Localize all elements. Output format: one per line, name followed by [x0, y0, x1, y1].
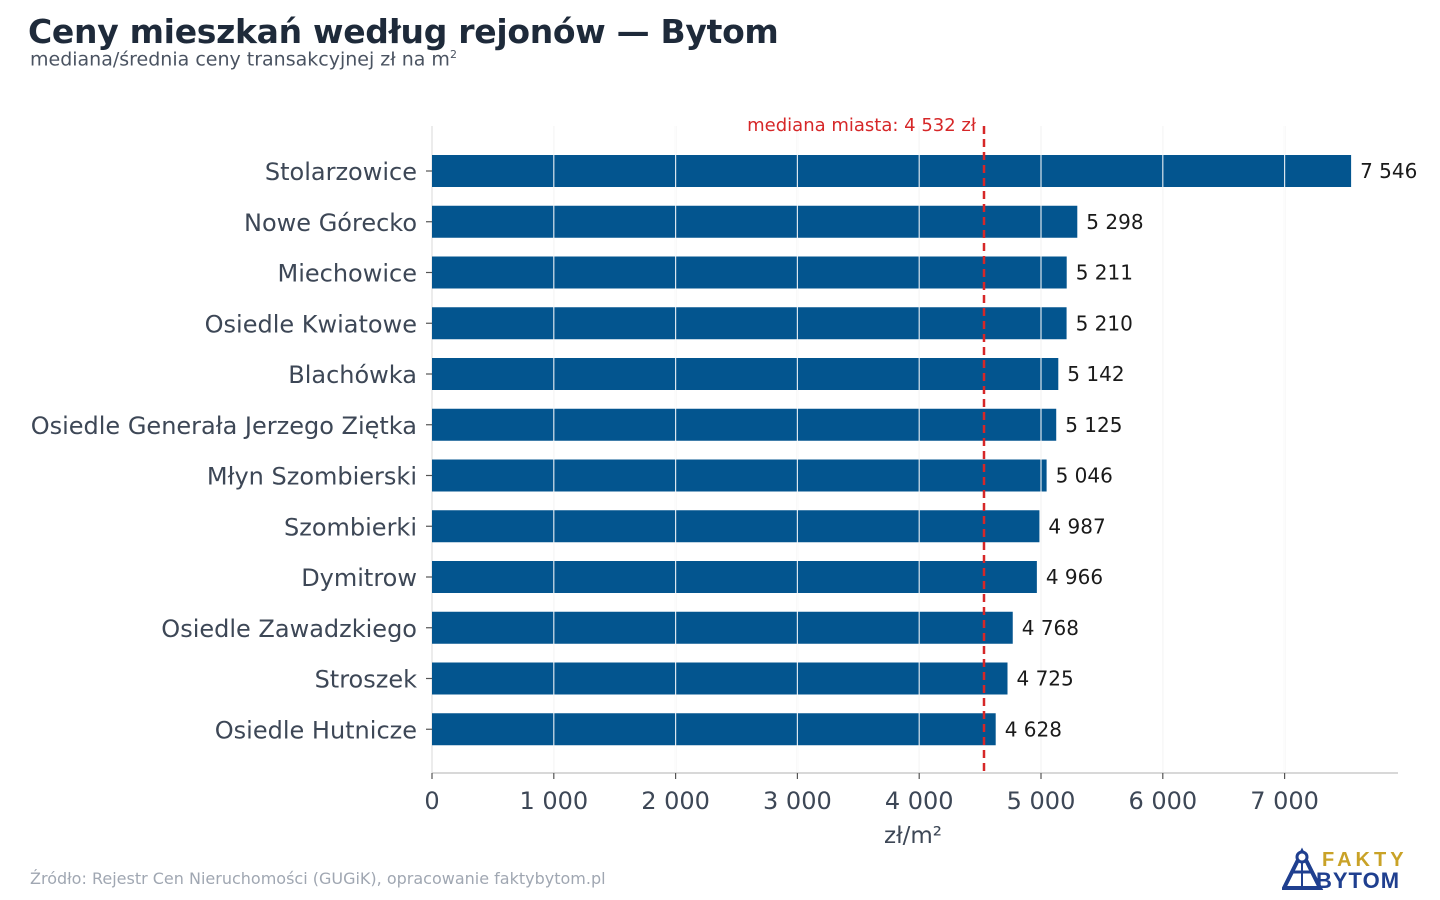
value-label: 7 546: [1360, 159, 1417, 183]
value-label: 5 142: [1067, 362, 1124, 386]
x-axis-title: zł/m²: [884, 823, 942, 849]
x-tick-label: 5 000: [1007, 787, 1076, 815]
category-label: Stolarzowice: [265, 158, 417, 186]
value-labels: 7 546 5 298 5 211 5 210 5 142 5 125 5 046 4 987…: [1005, 159, 1418, 741]
x-tick-label: 1 000: [519, 787, 588, 815]
logo-text-bottom: BYTOM: [1316, 868, 1400, 890]
category-label: Osiedle Zawadzkiego: [161, 615, 417, 643]
category-label: Stroszek: [315, 666, 418, 694]
bar: [432, 561, 1037, 593]
x-tick-label: 7 000: [1250, 787, 1319, 815]
value-label: 5 125: [1065, 413, 1122, 437]
x-tick-label: 6 000: [1128, 787, 1197, 815]
bar: [432, 307, 1067, 340]
chart-subtitle: mediana/średnia ceny transakcyjnej zł na…: [30, 48, 457, 70]
faktybytom-logo: FAKTY BYTOM: [1282, 847, 1408, 890]
x-tick-label: 0: [424, 787, 439, 815]
bar: [432, 510, 1040, 543]
bar: [432, 662, 1008, 695]
value-label: 5 298: [1086, 210, 1143, 234]
x-tick-label: 2 000: [641, 787, 710, 815]
logo-text-top: FAKTY: [1322, 849, 1408, 871]
category-label: Osiedle Hutnicze: [215, 716, 417, 744]
bar: [432, 256, 1067, 289]
bar: [432, 205, 1078, 238]
value-label: 4 628: [1005, 717, 1062, 741]
category-label: Młyn Szombierski: [207, 463, 417, 491]
category-labels: Stolarzowice Nowe Górecko Miechowice Osiedl…: [31, 158, 417, 744]
category-label: Osiedle Kwiatowe: [205, 310, 417, 338]
subtitle-superscript: 2: [449, 48, 457, 61]
value-label: 5 211: [1076, 261, 1133, 285]
category-label: Szombierki: [284, 513, 417, 541]
source-note: Źródło: Rejestr Cen Nieruchomości (GUGiK…: [30, 869, 606, 888]
bar: [432, 459, 1047, 492]
value-label: 4 966: [1046, 565, 1103, 589]
subtitle-text: mediana/średnia ceny transakcyjnej zł na…: [30, 48, 450, 71]
value-label: 4 987: [1048, 514, 1105, 538]
mine-shaft-icon: [1282, 847, 1324, 890]
value-label: 5 210: [1076, 311, 1133, 335]
chart-title: Ceny mieszkań według rejonów — Bytom: [28, 12, 779, 51]
value-label: 5 046: [1056, 464, 1113, 488]
median-reference-label: mediana miasta: 4 532 zł: [747, 115, 977, 136]
x-tick-label: 3 000: [763, 787, 832, 815]
bar: [432, 408, 1057, 441]
value-label: 4 725: [1017, 667, 1074, 691]
gridlines-over-bars: [553, 126, 1286, 773]
category-label: Osiedle Generała Jerzego Ziętka: [31, 412, 417, 440]
x-axis-ticks: 0 1 000 2 000 3 000 4 000 5 000 6 000 7 000: [424, 773, 1319, 815]
bar: [432, 611, 1013, 644]
value-label: 4 768: [1022, 616, 1079, 640]
category-label: Blachówka: [288, 361, 417, 389]
y-axis-ticks: [426, 170, 432, 730]
category-label: Nowe Górecko: [244, 209, 417, 237]
bars: [432, 155, 1352, 746]
category-label: Dymitrow: [301, 564, 417, 592]
x-tick-label: 4 000: [885, 787, 954, 815]
bar: [432, 713, 996, 746]
category-label: Miechowice: [278, 260, 418, 288]
bar: [432, 358, 1059, 390]
bar: [432, 155, 1352, 187]
